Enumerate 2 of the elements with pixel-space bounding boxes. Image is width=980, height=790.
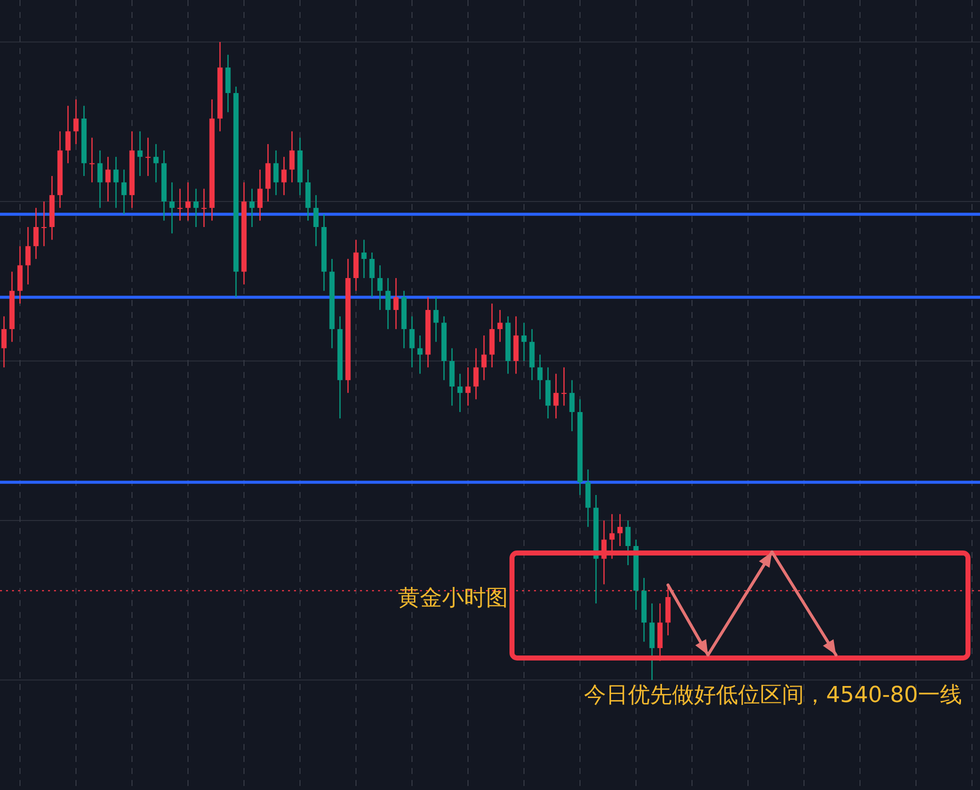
annotation: 黄金小时图: [398, 586, 508, 611]
annotation: 今日优先做好低位区间，4540-80一线: [584, 683, 962, 708]
